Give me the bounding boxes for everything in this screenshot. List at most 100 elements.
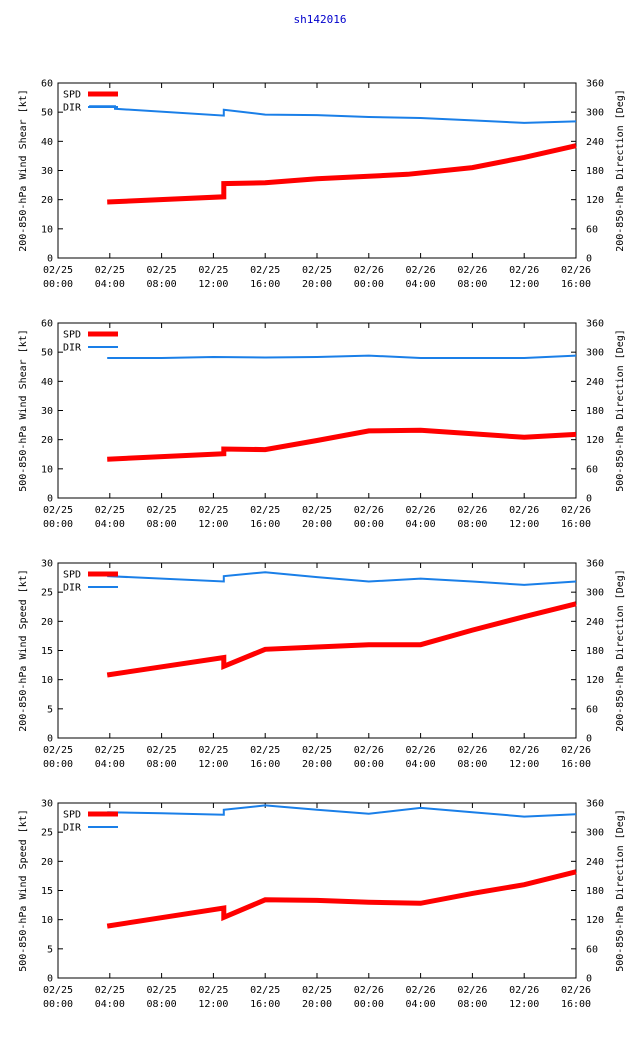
series-line-dir bbox=[107, 804, 577, 818]
x-tick-label-time: 00:00 bbox=[354, 759, 384, 770]
series-line-dir bbox=[107, 571, 577, 586]
y2-tick-label: 180 bbox=[586, 646, 604, 657]
x-tick-label-time: 08:00 bbox=[147, 759, 177, 770]
x-tick-label-date: 02/26 bbox=[561, 985, 591, 996]
y2-tick-label: 60 bbox=[586, 224, 598, 235]
legend-label-dir: DIR bbox=[63, 103, 82, 114]
y2-axis-label: 200-850-hPa Direction [Deg] bbox=[615, 569, 626, 732]
x-tick-label-time: 16:00 bbox=[561, 279, 591, 290]
y2-tick-label: 360 bbox=[586, 319, 604, 330]
y2-tick-label: 300 bbox=[586, 588, 604, 599]
y2-tick-label: 360 bbox=[586, 559, 604, 570]
x-tick-label-time: 16:00 bbox=[561, 999, 591, 1010]
x-tick-label-date: 02/26 bbox=[509, 505, 539, 516]
x-tick-label-time: 20:00 bbox=[302, 519, 332, 530]
x-tick-label-date: 02/26 bbox=[354, 745, 384, 756]
y-axis-label: 500-850-hPa Wind Speed [kt] bbox=[18, 809, 29, 972]
x-tick-label-date: 02/25 bbox=[250, 745, 280, 756]
x-tick-label-time: 08:00 bbox=[457, 999, 487, 1010]
x-tick-label-time: 04:00 bbox=[406, 999, 436, 1010]
y-tick-label: 10 bbox=[41, 464, 53, 475]
y-tick-label: 0 bbox=[47, 734, 53, 745]
x-tick-label-date: 02/26 bbox=[561, 265, 591, 276]
chart-panel-3: 05101520253006012018024030036002/2500:00… bbox=[18, 559, 626, 771]
chart-title: sh142016 bbox=[293, 13, 347, 26]
y2-tick-label: 240 bbox=[586, 617, 604, 628]
x-tick-label-date: 02/26 bbox=[561, 745, 591, 756]
y-tick-label: 15 bbox=[41, 886, 53, 897]
y2-tick-label: 240 bbox=[586, 137, 604, 148]
y-tick-label: 20 bbox=[41, 617, 53, 628]
y-tick-label: 60 bbox=[41, 79, 53, 90]
x-tick-label-date: 02/25 bbox=[302, 985, 332, 996]
x-tick-label-date: 02/25 bbox=[147, 985, 177, 996]
y2-tick-label: 120 bbox=[586, 675, 604, 686]
x-tick-label-date: 02/25 bbox=[198, 265, 228, 276]
x-tick-label-date: 02/26 bbox=[406, 985, 436, 996]
y2-tick-label: 180 bbox=[586, 406, 604, 417]
legend-label-dir: DIR bbox=[63, 343, 82, 354]
x-tick-label-time: 08:00 bbox=[457, 279, 487, 290]
x-tick-label-time: 20:00 bbox=[302, 759, 332, 770]
legend-label-spd: SPD bbox=[63, 330, 81, 341]
x-tick-label-time: 04:00 bbox=[95, 999, 125, 1010]
x-tick-label-time: 08:00 bbox=[147, 279, 177, 290]
x-tick-label-time: 20:00 bbox=[302, 279, 332, 290]
x-tick-label-time: 00:00 bbox=[354, 519, 384, 530]
y2-tick-label: 240 bbox=[586, 377, 604, 388]
x-tick-label-date: 02/25 bbox=[250, 985, 280, 996]
y-tick-label: 5 bbox=[47, 704, 53, 715]
x-tick-label-date: 02/26 bbox=[354, 985, 384, 996]
y2-axis-label: 200-850-hPa Direction [Deg] bbox=[615, 89, 626, 252]
x-tick-label-time: 12:00 bbox=[509, 999, 539, 1010]
y-tick-label: 60 bbox=[41, 319, 53, 330]
y-tick-label: 50 bbox=[41, 348, 53, 359]
x-tick-label-date: 02/25 bbox=[250, 505, 280, 516]
x-tick-label-time: 12:00 bbox=[509, 279, 539, 290]
y-tick-label: 20 bbox=[41, 195, 53, 206]
y2-tick-label: 0 bbox=[586, 494, 592, 505]
x-tick-label-date: 02/25 bbox=[302, 505, 332, 516]
x-tick-label-date: 02/25 bbox=[198, 745, 228, 756]
y-tick-label: 30 bbox=[41, 559, 53, 570]
series-line-spd bbox=[106, 869, 577, 929]
y-tick-label: 0 bbox=[47, 494, 53, 505]
x-tick-label-date: 02/25 bbox=[250, 265, 280, 276]
y2-tick-label: 180 bbox=[586, 166, 604, 177]
y2-tick-label: 0 bbox=[586, 734, 592, 745]
y2-tick-label: 360 bbox=[586, 799, 604, 810]
y-tick-label: 0 bbox=[47, 254, 53, 265]
y-axis-label: 200-850-hPa Wind Shear [kt] bbox=[18, 89, 29, 252]
x-tick-label-date: 02/25 bbox=[95, 985, 125, 996]
x-tick-label-time: 20:00 bbox=[302, 999, 332, 1010]
x-tick-label-time: 16:00 bbox=[561, 759, 591, 770]
x-tick-label-date: 02/26 bbox=[457, 745, 487, 756]
x-tick-label-time: 00:00 bbox=[43, 279, 73, 290]
y-tick-label: 30 bbox=[41, 166, 53, 177]
x-tick-label-time: 08:00 bbox=[147, 519, 177, 530]
x-tick-label-time: 12:00 bbox=[509, 759, 539, 770]
chart-panel-2: 0 10 20 30 40 50 60 0 60 120 180 240 300 360 02/25 00:0… bbox=[18, 319, 626, 531]
y-tick-label: 30 bbox=[41, 406, 53, 417]
y2-tick-label: 180 bbox=[586, 886, 604, 897]
chart-panel-1: 0 10 20 30 40 50 60 0 60 120 180 240 300 360 02/25 00:0… bbox=[18, 79, 626, 291]
y-tick-label: 0 bbox=[47, 974, 53, 985]
legend-label-spd: SPD bbox=[63, 810, 81, 821]
x-tick-label-date: 02/25 bbox=[43, 265, 73, 276]
x-tick-label-date: 02/25 bbox=[198, 985, 228, 996]
chart-panel-4: 05101520253006012018024030036002/2500:00… bbox=[18, 799, 626, 1011]
series-line-dir bbox=[107, 354, 577, 359]
y-tick-label: 40 bbox=[41, 377, 53, 388]
y2-tick-label: 0 bbox=[586, 974, 592, 985]
x-tick-label-date: 02/25 bbox=[302, 265, 332, 276]
y-tick-label: 40 bbox=[41, 137, 53, 148]
x-tick-label-time: 00:00 bbox=[354, 999, 384, 1010]
y-axis-label: 500-850-hPa Wind Shear [kt] bbox=[18, 329, 29, 492]
x-tick-label-date: 02/26 bbox=[457, 505, 487, 516]
y-tick-label: 15 bbox=[41, 646, 53, 657]
y-tick-label: 10 bbox=[41, 224, 53, 235]
x-tick-label-date: 02/26 bbox=[509, 265, 539, 276]
y-tick-label: 20 bbox=[41, 857, 53, 868]
